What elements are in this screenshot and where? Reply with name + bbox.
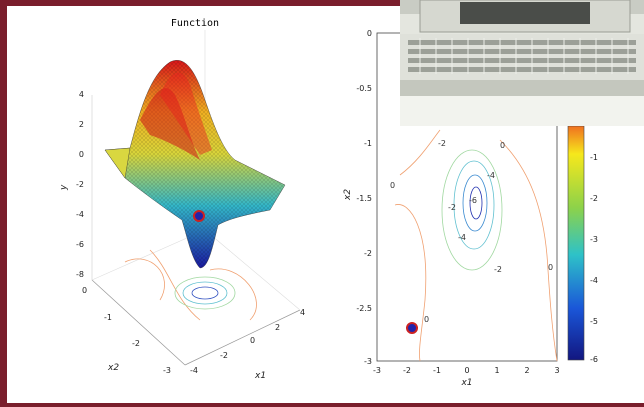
y-tick: -2	[364, 249, 372, 258]
contour-label: -6	[469, 196, 477, 205]
x2-tick: -1	[104, 313, 112, 322]
axis-box-line	[91, 229, 206, 281]
z-tick: -2	[76, 180, 84, 189]
contour-label: -4	[458, 233, 466, 242]
x2-axis-label: x2	[107, 363, 119, 373]
contour-x-label: x1	[460, 378, 472, 388]
contour-label: 0	[500, 141, 505, 150]
x2-ticks: 0 -1 -2 -3	[82, 286, 171, 375]
contour-lines	[394, 129, 558, 362]
z-tick: -6	[76, 240, 84, 249]
x1-ticks: 4 2 0 -2 -4	[190, 308, 305, 375]
axis-box-line	[204, 229, 301, 311]
minimum-marker	[193, 210, 205, 222]
z-ticks: 4 2 0 -2 -4 -6 -8	[76, 90, 84, 279]
x1-tick: -4	[190, 366, 198, 375]
x1-tick: -2	[220, 351, 228, 360]
x2-tick: 0	[82, 286, 87, 295]
x-tick: -1	[433, 366, 441, 375]
contour-label: 0	[548, 263, 553, 272]
colorbar-tick: -3	[590, 235, 598, 244]
x-tick: 1	[494, 366, 499, 375]
z-tick: -4	[76, 210, 84, 219]
z-tick: 2	[79, 120, 84, 129]
x1-tick: 0	[250, 336, 255, 345]
y-tick: 0	[367, 29, 372, 38]
contour-x-ticks: -3 -2 -1 0 1 2 3	[373, 366, 560, 375]
contour-label: -2	[438, 139, 446, 148]
surface-peak	[140, 88, 200, 160]
x-tick: -2	[403, 366, 411, 375]
colorbar-tick: -1	[590, 153, 598, 162]
y-tick: -1	[364, 139, 372, 148]
colorbar-tick: -4	[590, 276, 598, 285]
colorbar-tick: -2	[590, 194, 598, 203]
z-axis-label: y	[59, 184, 69, 191]
surface-title: Function	[171, 18, 219, 29]
contour-label: 0	[424, 315, 429, 324]
colorbar-tick: -5	[590, 317, 598, 326]
surface-plot: Function	[59, 18, 305, 381]
x-tick: -3	[373, 366, 381, 375]
x1-tick: 4	[300, 308, 305, 317]
contour-y-ticks: 0 -0.5 -1 -1.5 -2 -2.5 -3	[356, 29, 372, 366]
y-tick: -2.5	[356, 304, 372, 313]
contour-labels: -2 0 0 -2 -4 -6 -4 -2 0 0	[390, 139, 553, 324]
colorbar-tick: -6	[590, 355, 598, 364]
computer-photo-graphic	[400, 0, 644, 126]
z-tick: -8	[76, 270, 84, 279]
colorbar-ticks: -1 -2 -3 -4 -5 -6	[590, 153, 598, 364]
y-tick: -0.5	[356, 84, 372, 93]
x2-tick: -2	[132, 339, 140, 348]
x1-axis-line	[184, 309, 301, 366]
x-tick: 2	[524, 366, 529, 375]
contour-label: -2	[494, 265, 502, 274]
surface-wireframe	[105, 60, 285, 268]
contour-label: -4	[487, 171, 495, 180]
x1-tick: 2	[275, 323, 280, 332]
contour-y-label: x2	[343, 189, 353, 201]
contour-label: 0	[390, 181, 395, 190]
z-tick: 0	[79, 150, 84, 159]
x-tick: 3	[554, 366, 559, 375]
y-tick: -3	[364, 357, 372, 366]
z-tick: 4	[79, 90, 84, 99]
y-tick: -1.5	[356, 194, 372, 203]
surface-edge	[104, 147, 131, 179]
x2-tick: -3	[163, 366, 171, 375]
floor-contours	[124, 249, 257, 321]
x-tick: 0	[464, 366, 469, 375]
colorbar	[567, 125, 585, 361]
x2-axis-line	[91, 279, 186, 366]
x1-axis-label: x1	[254, 371, 266, 381]
computer-photo	[400, 0, 644, 126]
contour-label: -2	[448, 203, 456, 212]
surface-peak	[160, 72, 212, 155]
minimum-marker	[406, 322, 418, 334]
